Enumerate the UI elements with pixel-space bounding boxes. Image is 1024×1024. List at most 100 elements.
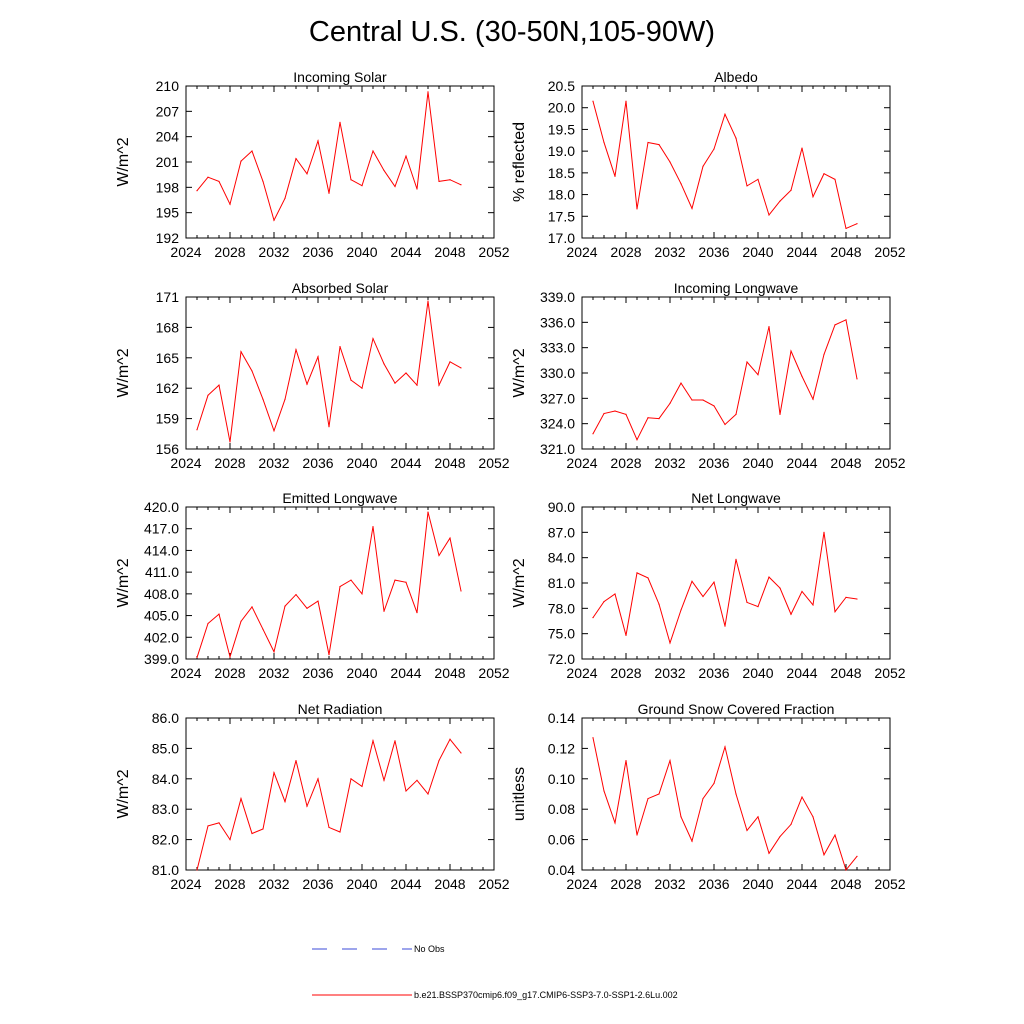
panel-0-data-point: [394, 185, 396, 188]
panel-1-data-point: [746, 185, 748, 187]
panel-7-ytick-label: 0.10: [548, 771, 575, 787]
panel-2-ytick-label: 162: [156, 380, 180, 396]
panel-5-xtick-label: 2032: [654, 665, 685, 681]
panel-1-data-point: [790, 189, 792, 191]
panel-3-xtick-label: 2028: [610, 455, 641, 471]
panel-6-data-point: [427, 793, 429, 795]
panel-7-data-point: [702, 797, 704, 800]
panel-7-data-point: [768, 852, 770, 854]
panel-3-xtick-label: 2032: [654, 455, 685, 471]
panel-2-series-line: [196, 300, 462, 443]
panel-5-ytick-label: 81.0: [548, 575, 575, 591]
panel-1-ytick-label: 17.0: [548, 230, 575, 246]
panel-7-data-point: [592, 737, 594, 739]
panel-1-xtick-label: 2036: [698, 244, 729, 260]
panel-2-data-point: [372, 337, 374, 340]
panel-4-ytick-label: 414.0: [144, 542, 179, 558]
panel-2-data-point: [427, 300, 429, 302]
panel-0-xtick-label: 2040: [346, 244, 377, 260]
panel-7-data-point: [735, 793, 737, 795]
panel-1-xtick-label: 2052: [874, 244, 905, 260]
panel-0-data-point: [218, 180, 220, 183]
panel-4-data-point: [328, 654, 330, 656]
panel-5-data-point: [724, 625, 726, 627]
panel-3-data-point: [834, 324, 836, 326]
panel-3-data-point: [779, 413, 781, 415]
panel-2-data-point: [218, 384, 220, 386]
panel-4-xtick-label: 2052: [478, 665, 509, 681]
panel-0-data-point: [361, 185, 363, 187]
panel-1-data-point: [823, 173, 825, 175]
panel-0-ytick-label: 207: [156, 103, 180, 119]
panel-6-xtick-label: 2052: [478, 876, 509, 892]
panel-3-ytick-label: 333.0: [540, 340, 575, 356]
panel-6-xtick-label: 2036: [302, 876, 333, 892]
panel-5-data-point: [801, 590, 803, 593]
panel-6-data-point: [240, 797, 242, 800]
panel-2-data-point: [317, 356, 319, 358]
panel-1-xtick-label: 2044: [786, 244, 817, 260]
panel-5-xtick-label: 2040: [742, 665, 773, 681]
panel-1-data-point: [812, 196, 814, 198]
panel-2-data-point: [251, 370, 253, 372]
panel-2-xtick-label: 2044: [390, 455, 421, 471]
panel-4-data-point: [438, 554, 440, 557]
panel-1-ytick-label: 19.0: [548, 143, 575, 159]
panel-7-data-point: [614, 822, 616, 824]
panel-4-xtick-label: 2028: [214, 665, 245, 681]
panel-6-data-point: [339, 831, 341, 833]
panel-0-data-point: [240, 160, 242, 162]
panel-4-frame: [185, 506, 495, 660]
panel-4-data-point: [460, 590, 462, 592]
panel-4-data-point: [350, 579, 352, 581]
panel-1-data-point: [669, 161, 671, 163]
panel-6-data-point: [295, 759, 297, 762]
panel-2-data-point: [460, 367, 462, 369]
panel-2-data-point: [405, 372, 407, 374]
panel-1-data-point: [647, 141, 649, 144]
panel-7-ytick-label: 0.12: [548, 740, 575, 756]
panel-5-data-point: [834, 611, 836, 613]
panel-4-data-point: [449, 537, 451, 539]
panel-6-data-point: [317, 778, 319, 780]
panel-4-data-point: [361, 593, 363, 595]
panel-2-data-point: [207, 394, 209, 396]
panel-7-data-point: [757, 816, 759, 818]
panel-7-data-point: [647, 797, 649, 800]
panel-4-xtick-label: 2048: [434, 665, 465, 681]
panel-7-xtick-label: 2052: [874, 876, 905, 892]
panel-1-xtick-label: 2040: [742, 244, 773, 260]
panel-6-data-point: [405, 790, 407, 792]
panel-0-data-point: [207, 176, 209, 178]
panel-4-xtick-label: 2024: [170, 665, 201, 681]
panel-7-data-point: [746, 829, 748, 832]
panel-0-ytick-label: 204: [156, 129, 180, 145]
panel-4-xtick-label: 2032: [258, 665, 289, 681]
panel-1-xtick-label: 2032: [654, 244, 685, 260]
panel-3-data-point: [856, 378, 858, 380]
panel-7-data-point: [801, 796, 803, 798]
panel-1-data-point: [614, 175, 616, 177]
panel-5-data-point: [691, 580, 693, 582]
panel-6-xtick-label: 2032: [258, 876, 289, 892]
panel-1-data-point: [779, 200, 781, 202]
panel-7-data-point: [625, 759, 627, 762]
panel-5-xtick-label: 2048: [830, 665, 861, 681]
panel-1-xtick-label: 2024: [566, 244, 597, 260]
panel-4-data-point: [240, 620, 242, 622]
panel-0-ytick-label: 192: [156, 230, 180, 246]
panel-3-ytick-label: 330.0: [540, 365, 575, 381]
panel-2-data-point: [328, 426, 330, 428]
panel-4-title: Emitted Longwave: [282, 490, 397, 506]
panel-6-data-point: [372, 740, 374, 742]
panel-0-ytick-label: 210: [156, 78, 180, 94]
panel-0-data-point: [438, 180, 440, 183]
panel-6-xtick-label: 2048: [434, 876, 465, 892]
panel-5-data-point: [680, 609, 682, 611]
panel-7-ylabel: unitless: [511, 767, 528, 821]
panel-6-data-point: [328, 826, 330, 829]
panel-6-data-point: [196, 869, 198, 871]
panel-6-data-point: [361, 785, 363, 788]
panel-5-ytick-label: 75.0: [548, 626, 575, 642]
panel-0-data-point: [383, 169, 385, 172]
